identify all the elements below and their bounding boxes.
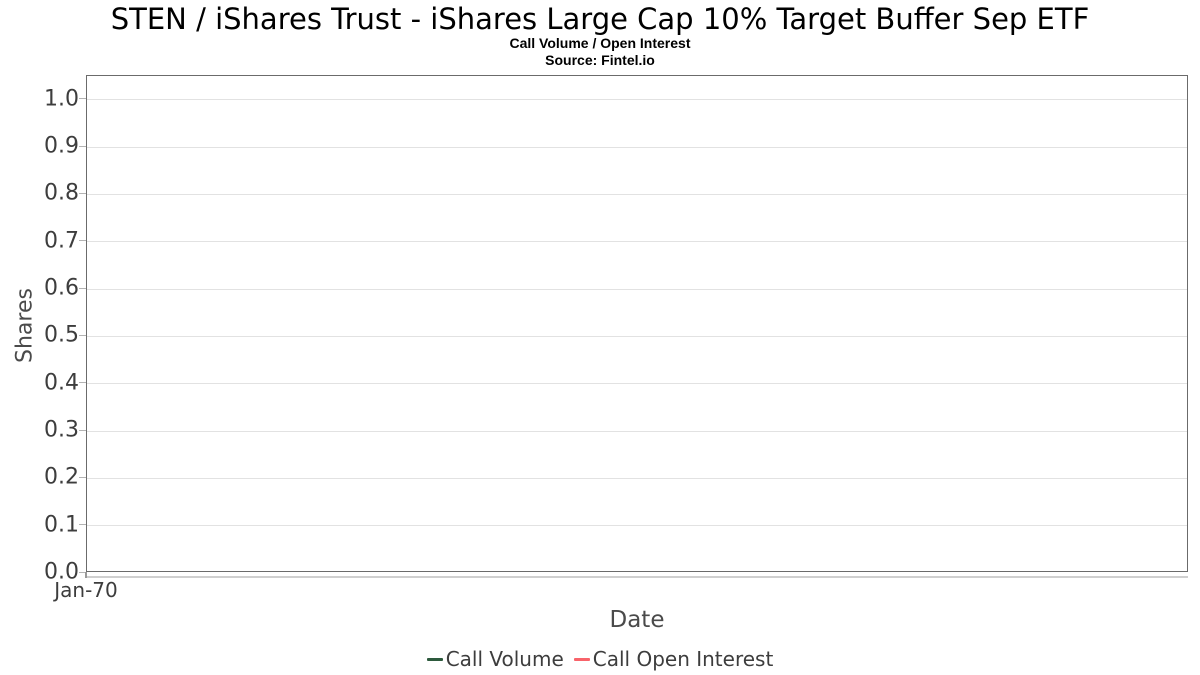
y-tick-label: 0.1 xyxy=(44,512,79,538)
x-tick-label: Jan-70 xyxy=(54,578,118,602)
x-axis-line xyxy=(86,576,1188,578)
y-tick-label: 0.6 xyxy=(44,275,79,301)
y-tick-label: 0.2 xyxy=(44,464,79,490)
y-gridline xyxy=(87,525,1187,527)
y-tick-label: 0.3 xyxy=(44,417,79,443)
y-tick-label: 0.0 xyxy=(44,559,79,585)
plot-area xyxy=(86,75,1188,572)
y-tick-mark xyxy=(79,334,86,336)
y-tick-mark xyxy=(79,98,86,100)
y-tick-label: 0.4 xyxy=(44,370,79,396)
legend-line-icon xyxy=(573,657,590,661)
y-tick-label: 0.5 xyxy=(44,322,79,348)
y-gridline xyxy=(87,430,1187,432)
y-tick-mark xyxy=(79,429,86,431)
y-gridline xyxy=(87,383,1187,385)
chart-source: Source: Fintel.io xyxy=(545,52,655,68)
chart-subtitle: Call Volume / Open Interest xyxy=(509,35,691,51)
y-tick-label: 1.0 xyxy=(44,86,79,112)
legend-item: Call Volume xyxy=(426,647,564,671)
y-tick-mark xyxy=(79,145,86,147)
y-tick-mark xyxy=(79,287,86,289)
x-tick-mark xyxy=(85,572,87,578)
legend-line-icon xyxy=(426,657,443,661)
y-tick-mark xyxy=(79,524,86,526)
chart-title: STEN / iShares Trust - iShares Large Cap… xyxy=(110,2,1090,36)
y-tick-label: 0.9 xyxy=(44,133,79,159)
legend: Call Volume Call Open Interest xyxy=(0,647,1200,671)
y-gridline xyxy=(87,146,1187,148)
x-axis-title: Date xyxy=(609,607,665,633)
y-tick-mark xyxy=(79,476,86,478)
y-gridline xyxy=(87,477,1187,479)
y-tick-mark xyxy=(79,571,86,573)
y-gridline xyxy=(87,335,1187,337)
y-tick-mark xyxy=(79,192,86,194)
y-tick-label: 0.7 xyxy=(44,228,79,254)
legend-label: Call Open Interest xyxy=(592,647,774,671)
y-axis-title: Shares xyxy=(12,288,38,363)
y-tick-mark xyxy=(79,240,86,242)
y-gridline xyxy=(87,241,1187,243)
y-gridline xyxy=(87,193,1187,195)
legend-label: Call Volume xyxy=(445,647,564,671)
y-gridline xyxy=(87,99,1187,101)
y-tick-mark xyxy=(79,382,86,384)
y-gridline xyxy=(87,288,1187,290)
y-tick-label: 0.8 xyxy=(44,180,79,206)
legend-item: Call Open Interest xyxy=(573,647,774,671)
